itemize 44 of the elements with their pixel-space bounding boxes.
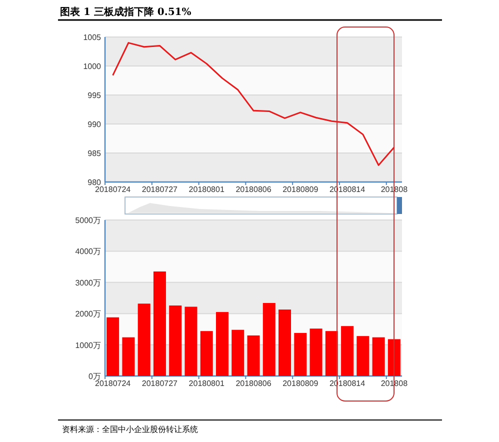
bar	[216, 312, 228, 376]
bar	[278, 310, 292, 376]
bar	[169, 305, 182, 376]
x-tick-label: 20180801	[188, 185, 225, 194]
y-tick-label: 985	[88, 149, 102, 158]
y-tick-label: 5000万	[75, 216, 101, 225]
bar	[356, 336, 370, 376]
x-tick-label: 20180801	[188, 379, 225, 388]
bar	[310, 328, 322, 376]
bar	[106, 317, 120, 376]
bar	[247, 335, 260, 376]
bar	[232, 330, 244, 376]
bar	[200, 331, 213, 376]
y-tick-label: 3000万	[75, 278, 101, 288]
bar	[138, 304, 150, 376]
bar	[294, 332, 307, 376]
y-tick-label: 980	[88, 178, 102, 187]
bar	[325, 331, 338, 376]
bar	[372, 337, 385, 376]
bar	[153, 271, 166, 376]
x-tick-label: 20180724	[95, 185, 132, 194]
x-tick-label: 20180809	[282, 379, 319, 388]
y-tick-label: 0万	[88, 372, 101, 381]
y-tick-label: 1000万	[75, 340, 101, 350]
bar	[388, 339, 400, 376]
y-tick-label: 4000万	[75, 247, 101, 256]
bar	[341, 326, 354, 376]
bar	[122, 337, 135, 376]
line-series	[112, 42, 395, 166]
x-tick-label: 20180724	[95, 379, 132, 388]
y-tick-label: 1005	[83, 33, 102, 42]
chart-title: 图表 1 三板成指下降 0.51%	[60, 6, 192, 18]
y-tick-label: 1000	[83, 62, 102, 71]
x-tick-label: 20180727	[142, 185, 178, 194]
x-tick-label: 20180809	[282, 185, 319, 194]
bar	[262, 302, 276, 376]
y-tick-label: 995	[88, 91, 102, 100]
bar	[184, 306, 198, 376]
y-tick-label: 2000万	[75, 310, 101, 319]
x-tick-label: 20180806	[236, 185, 272, 194]
text: 资料来源：全国中小企业股份转让系统	[62, 425, 198, 434]
x-tick-label: 20180806	[236, 379, 272, 388]
y-tick-label: 990	[88, 120, 102, 129]
x-tick-label: 20180727	[142, 379, 178, 388]
